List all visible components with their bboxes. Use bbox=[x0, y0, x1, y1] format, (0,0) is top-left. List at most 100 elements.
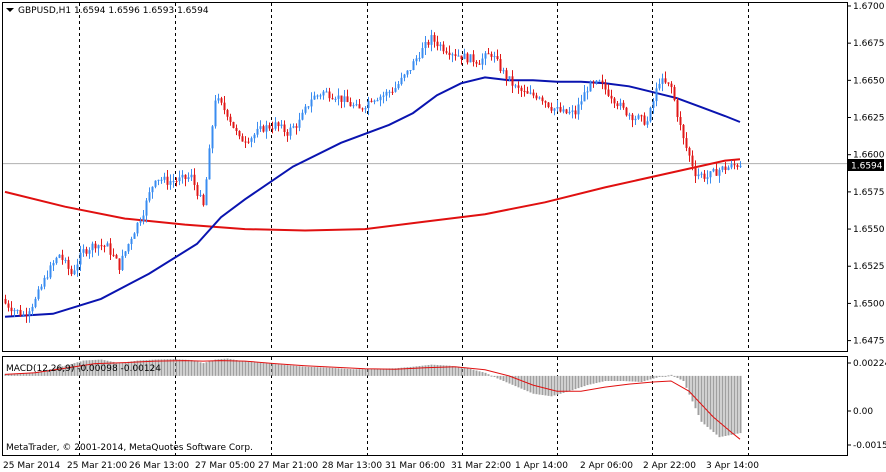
macd-bar bbox=[679, 375, 682, 380]
macd-bar bbox=[238, 360, 241, 376]
macd-bar bbox=[733, 375, 736, 435]
candle-body bbox=[625, 107, 628, 116]
macd-bar bbox=[271, 363, 274, 376]
candle-body bbox=[19, 309, 22, 316]
candle-body bbox=[181, 174, 184, 178]
candle-body bbox=[94, 243, 97, 249]
macd-bar bbox=[727, 375, 730, 436]
macd-bar bbox=[52, 368, 55, 376]
macd-bar bbox=[541, 375, 544, 396]
candle-body bbox=[646, 121, 649, 125]
macd-bar bbox=[301, 366, 304, 376]
candle-body bbox=[511, 76, 514, 86]
candle-body bbox=[124, 251, 127, 256]
candle-body bbox=[214, 100, 217, 127]
macd-bar bbox=[442, 365, 445, 376]
candle-body bbox=[556, 107, 559, 109]
macd-bar bbox=[526, 375, 529, 392]
macd-bar bbox=[553, 375, 556, 396]
macd-bar bbox=[298, 366, 301, 376]
candle-body bbox=[223, 102, 226, 111]
candle-body bbox=[343, 96, 346, 102]
macd-bar bbox=[226, 358, 229, 376]
macd-bar bbox=[142, 360, 145, 376]
candle-body bbox=[397, 84, 400, 89]
macd-bar bbox=[478, 371, 481, 376]
candle-body bbox=[484, 53, 487, 59]
candle-body bbox=[58, 254, 61, 258]
candle-body bbox=[541, 97, 544, 102]
macd-bar bbox=[184, 359, 187, 376]
candle-body bbox=[115, 255, 118, 259]
macd-bar bbox=[487, 374, 490, 376]
candle-body bbox=[151, 186, 154, 193]
macd-tick-label: 0.00 bbox=[853, 407, 873, 417]
candle-body bbox=[439, 44, 442, 47]
macd-bar bbox=[505, 375, 508, 383]
candle-body bbox=[514, 85, 517, 87]
macd-bar bbox=[508, 375, 511, 384]
macd-bar bbox=[667, 375, 670, 377]
candle-body bbox=[85, 249, 88, 254]
candle-body bbox=[448, 52, 451, 56]
candle-body bbox=[13, 310, 16, 312]
candle-body bbox=[199, 194, 202, 196]
candle-body bbox=[136, 222, 139, 234]
candle-body bbox=[205, 179, 208, 206]
candle-body bbox=[262, 126, 265, 132]
time-tick-label: 31 Mar 06:00 bbox=[385, 461, 445, 471]
time-axis: 25 Mar 2014 25 Mar 21:00 26 Mar 13:00 27 Ma… bbox=[3, 461, 759, 471]
macd-bar bbox=[436, 364, 439, 376]
macd-bar bbox=[133, 360, 136, 376]
macd-bar bbox=[85, 360, 88, 376]
macd-bar bbox=[418, 366, 421, 376]
grid-lines bbox=[3, 3, 847, 455]
candle-body bbox=[391, 91, 394, 93]
candle-body bbox=[40, 286, 43, 290]
candle-body bbox=[478, 63, 481, 65]
candle-body bbox=[304, 106, 307, 113]
macd-tick-label: 0.00224 bbox=[853, 359, 886, 369]
candle-body bbox=[355, 104, 358, 106]
macd-bar bbox=[253, 362, 256, 376]
macd-panel-frame bbox=[2, 356, 848, 456]
candle-body bbox=[247, 141, 250, 143]
macd-bar bbox=[235, 360, 238, 376]
macd-bar bbox=[118, 363, 121, 376]
candle-body bbox=[34, 298, 37, 307]
macd-bar bbox=[676, 375, 679, 378]
macd-bar bbox=[361, 369, 364, 376]
candle-body bbox=[496, 56, 499, 60]
candle-body bbox=[259, 126, 262, 129]
macd-bar bbox=[556, 375, 559, 395]
candle-body bbox=[445, 51, 448, 53]
macd-bar bbox=[697, 375, 700, 416]
macd-bar bbox=[40, 370, 43, 376]
candle-body bbox=[649, 107, 652, 122]
macd-bar bbox=[484, 372, 487, 376]
macd-bar bbox=[367, 368, 370, 376]
macd-bar bbox=[265, 363, 268, 376]
candle-body bbox=[73, 270, 76, 275]
candle-body bbox=[55, 257, 58, 264]
candle-body bbox=[457, 55, 460, 57]
macd-bar bbox=[463, 367, 466, 376]
collapse-triangle-icon[interactable] bbox=[6, 8, 14, 12]
macd-bar bbox=[313, 367, 316, 376]
macd-bar bbox=[349, 369, 352, 376]
candle-body bbox=[28, 311, 31, 316]
candle-body bbox=[37, 289, 40, 299]
candle-body bbox=[346, 96, 349, 103]
candle-body bbox=[724, 166, 727, 170]
price-tick-label: 1.6525 bbox=[853, 262, 885, 272]
candle-body bbox=[175, 181, 178, 183]
candle-body bbox=[670, 83, 673, 88]
candle-body bbox=[682, 124, 685, 139]
macd-bar bbox=[424, 365, 427, 376]
candle-body bbox=[709, 171, 712, 178]
candle-body bbox=[271, 128, 274, 130]
macd-bar bbox=[28, 373, 31, 376]
macd-bar bbox=[736, 375, 739, 434]
macd-bar bbox=[340, 368, 343, 376]
